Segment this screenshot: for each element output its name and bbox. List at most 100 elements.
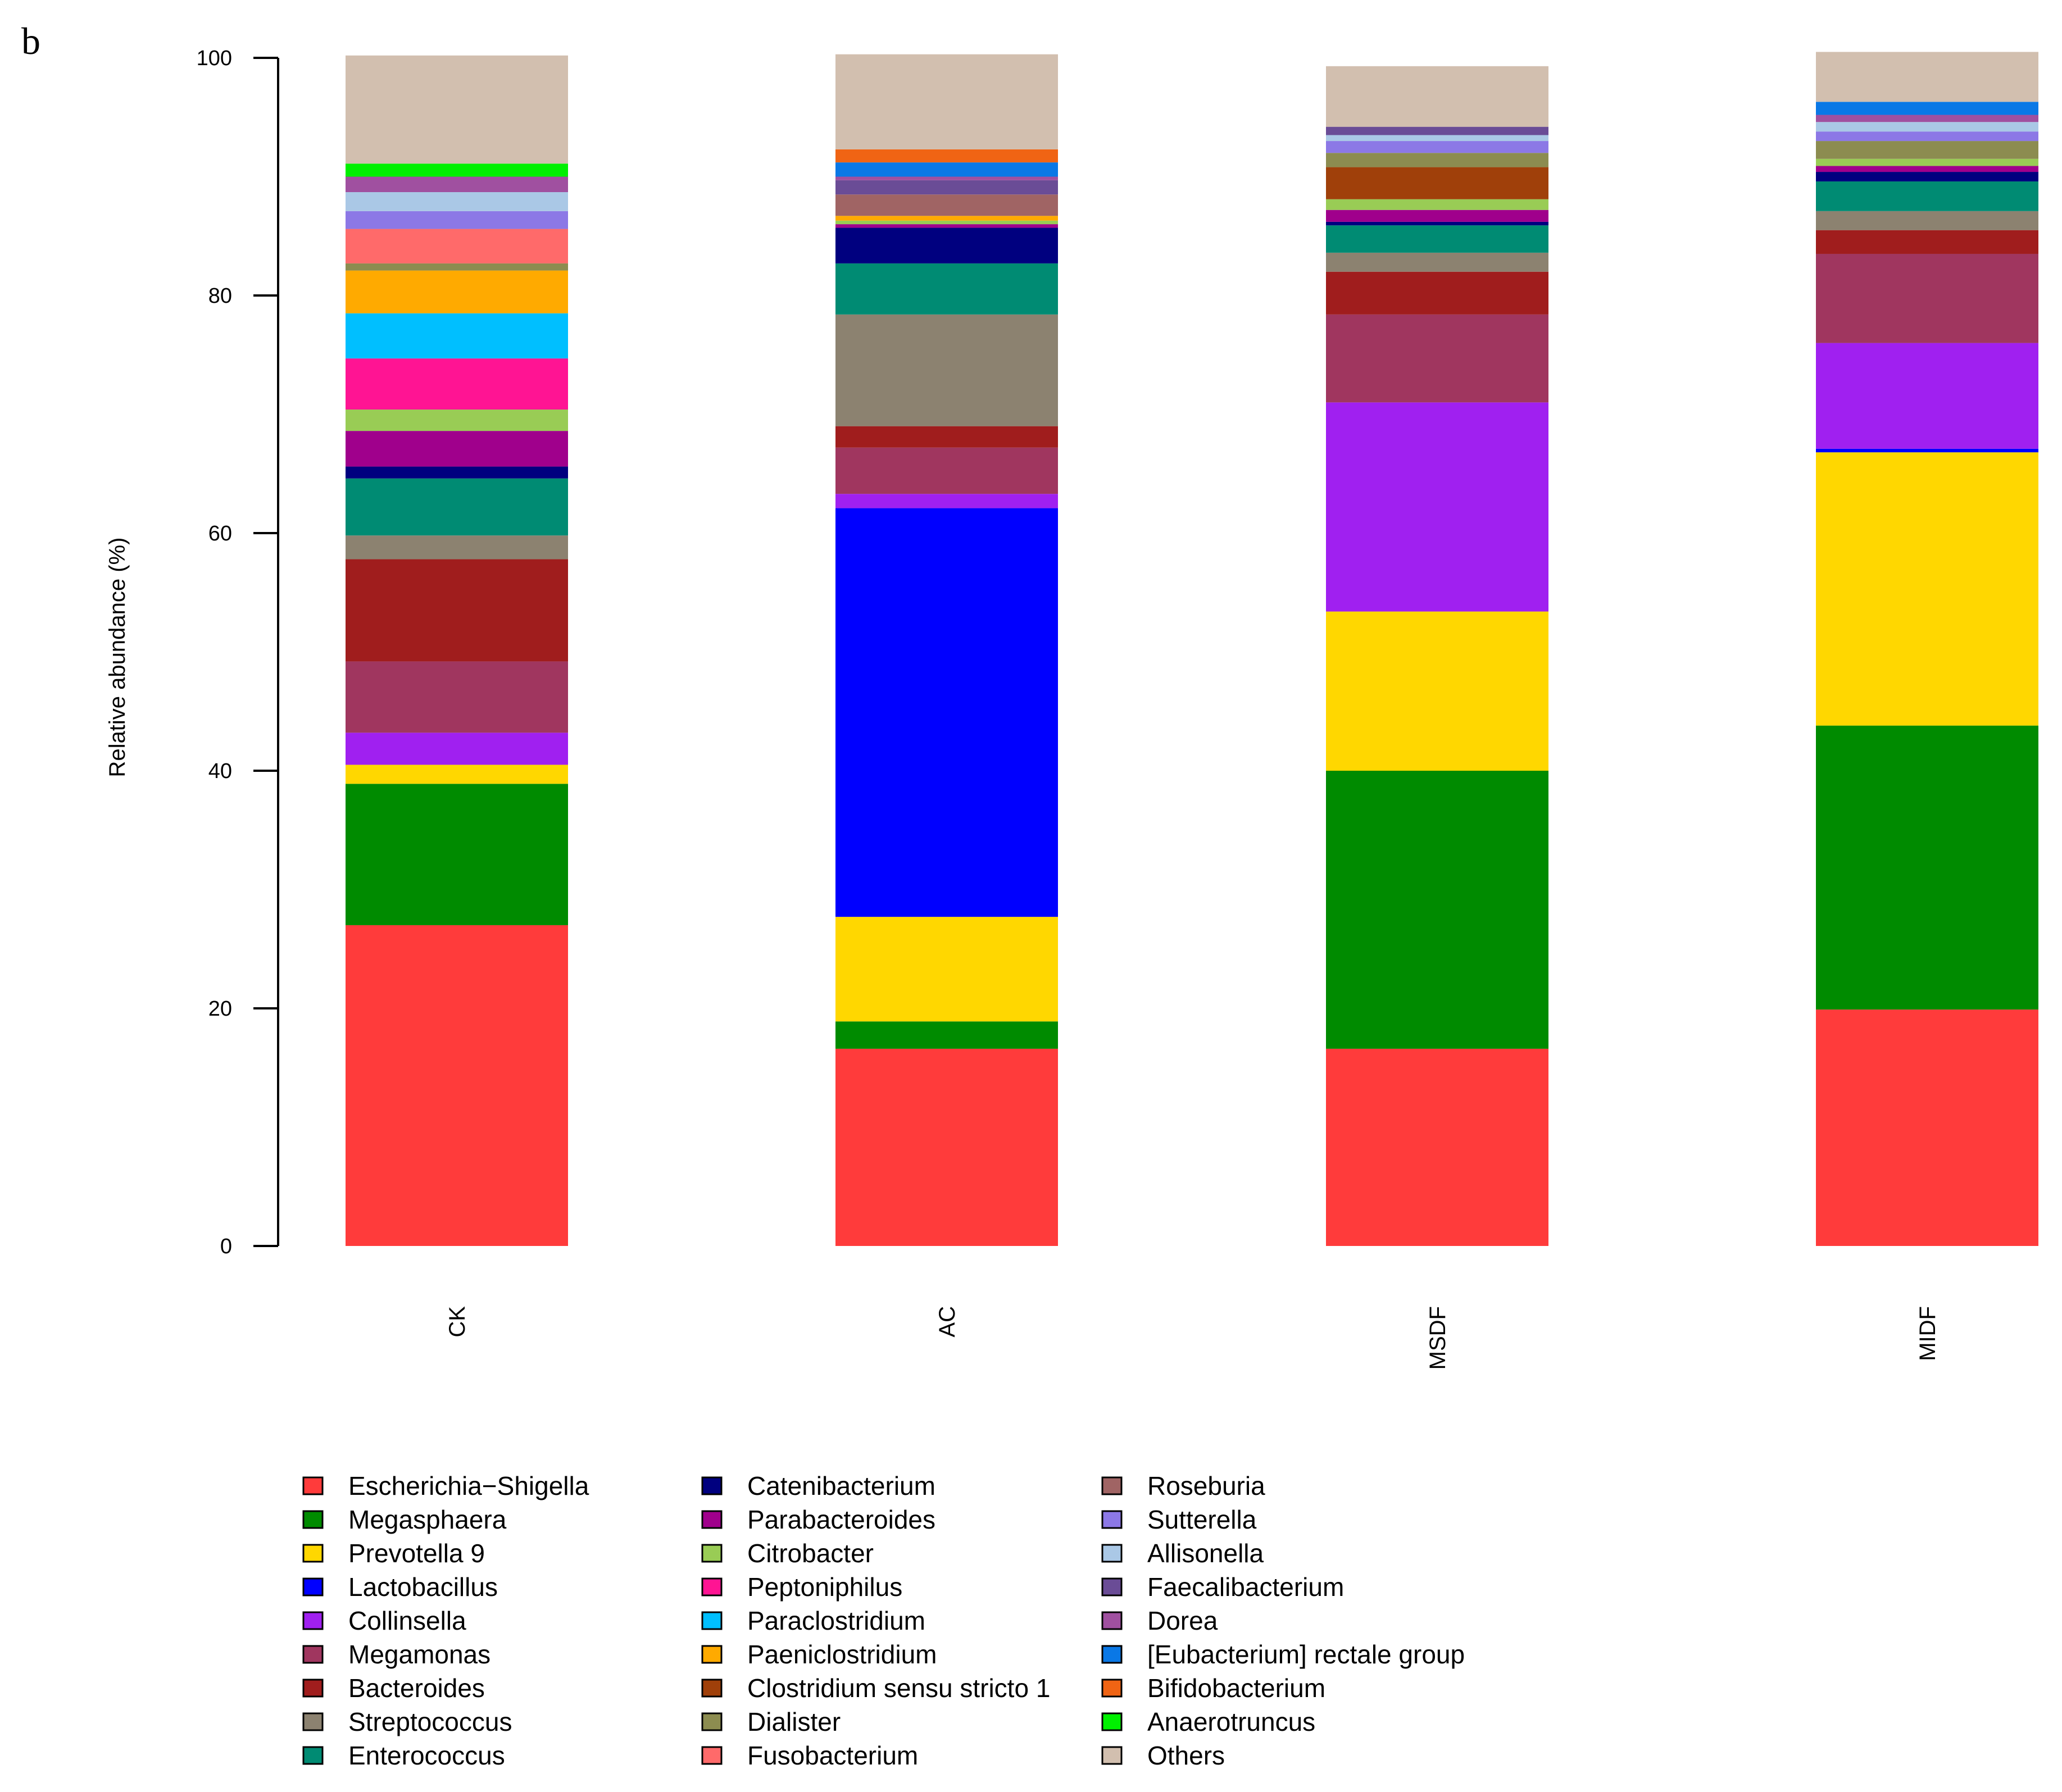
legend-label: Anaerotruncus [1147, 1707, 1315, 1736]
legend-label: Dialister [747, 1707, 841, 1736]
legend-label: Megasphaera [348, 1505, 507, 1534]
bar-segment-ac-others [835, 54, 1058, 149]
bar-segment-ac-enterococcus [835, 263, 1058, 315]
legend-item-paeniclostridium: Paeniclostridium [701, 1640, 937, 1669]
legend-label: Clostridium sensu stricto 1 [747, 1673, 1050, 1703]
legend-swatch [302, 1510, 324, 1529]
legend-swatch [701, 1645, 723, 1664]
y-axis-title: Relative abundance (%) [105, 538, 130, 777]
x-tick-label-msdf: MSDF [1425, 1306, 1450, 1370]
bar-segment-msdf-megasphaera [1326, 771, 1548, 1049]
bar-segment-msdf-prevotella-9 [1326, 611, 1548, 771]
legend-swatch [1101, 1712, 1123, 1731]
y-tick-label: 20 [208, 997, 232, 1021]
x-tick-label-ac: AC [935, 1306, 960, 1338]
bar-segment-msdf-enterococcus [1326, 225, 1548, 253]
bar-segment-ac-bifidobacterium [835, 149, 1058, 163]
legend-swatch [1101, 1510, 1123, 1529]
y-axis: 0 20 40 60 80 100 [197, 47, 279, 1258]
legend-item-dorea: Dorea [1101, 1606, 1218, 1635]
y-tick-label: 80 [208, 284, 232, 308]
bar-segment-ac-roseburia [835, 194, 1058, 216]
bar-segment-midf-eubacterium-rectale-group [1816, 102, 2038, 115]
legend-swatch [701, 1679, 723, 1698]
bar-segment-midf-dialister [1816, 141, 2038, 159]
legend-swatch [1101, 1746, 1123, 1765]
legend-item-parabacteroides: Parabacteroides [701, 1505, 935, 1534]
legend-item-peptoniphilus: Peptoniphilus [701, 1572, 902, 1602]
bar-segment-msdf-catenibacterium [1326, 221, 1548, 226]
legend-item-catenibacterium: Catenibacterium [701, 1471, 935, 1500]
legend-item-megasphaera: Megasphaera [302, 1505, 507, 1534]
bar-segment-ck-fusobacterium [346, 229, 568, 263]
bar-segment-ck-paraclostridium [346, 313, 568, 359]
y-tick-label: 100 [197, 47, 232, 70]
y-tick-label: 40 [208, 759, 232, 783]
bar-segment-ac-catenibacterium [835, 228, 1058, 263]
legend-swatch [302, 1746, 324, 1765]
bar-segment-ac-dorea [835, 176, 1058, 180]
legend-swatch [701, 1611, 723, 1630]
bar-segment-midf-catenibacterium [1816, 172, 2038, 181]
legend-label: Others [1147, 1741, 1225, 1770]
bar-segment-ck-allisonella [346, 192, 568, 211]
bar-segment-ck-sutterella [346, 211, 568, 229]
bar-segment-msdf-faecalibacterium [1326, 126, 1548, 135]
legend-swatch [701, 1476, 723, 1495]
legend-label: Enterococcus [348, 1741, 505, 1770]
legend-label: Peptoniphilus [747, 1572, 902, 1602]
legend-item-megamonas: Megamonas [302, 1640, 490, 1669]
x-tick-label-midf: MIDF [1915, 1306, 1940, 1361]
bar-segment-msdf-megamonas [1326, 314, 1548, 403]
bar-segment-msdf-clostridium-sensu-stricto-1 [1326, 167, 1548, 199]
bar-stack-msdf [1326, 66, 1548, 1246]
legend-item-citrobacter: Citrobacter [701, 1539, 874, 1568]
bar-segment-midf-megamonas [1816, 253, 2038, 343]
bar-segment-midf-sutterella [1816, 131, 2038, 142]
y-tick-label: 60 [208, 522, 232, 545]
bar-segment-msdf-citrobacter [1326, 199, 1548, 210]
legend-swatch [302, 1679, 324, 1698]
bar-segment-ac-bacteroides [835, 426, 1058, 448]
bar-segment-midf-bacteroides [1816, 230, 2038, 254]
bar-segment-ck-catenibacterium [346, 466, 568, 479]
bar-segment-ac-parabacteroides [835, 224, 1058, 228]
bar-segment-midf-megasphaera [1816, 725, 2038, 1010]
legend-label: Streptococcus [348, 1707, 512, 1736]
legend-label: Bifidobacterium [1147, 1673, 1325, 1703]
bar-segment-ck-dorea [346, 176, 568, 192]
bars [346, 52, 2038, 1246]
legend-swatch [302, 1645, 324, 1664]
legend-swatch [1101, 1645, 1123, 1664]
bar-segment-ac-megasphaera [835, 1021, 1058, 1049]
bar-segment-ck-collinsella [346, 733, 568, 765]
legend-item-clostridium-sensu-stricto-1: Clostridium sensu stricto 1 [701, 1673, 1050, 1703]
bar-stack-ac [835, 54, 1058, 1246]
legend-label: Citrobacter [747, 1539, 874, 1568]
legend-label: Escherichia−Shigella [348, 1471, 589, 1500]
bar-segment-ac-prevotella-9 [835, 917, 1058, 1022]
legend-swatch [302, 1577, 324, 1597]
legend-label: [Eubacterium] rectale group [1147, 1640, 1465, 1669]
bar-segment-midf-dorea [1816, 115, 2038, 122]
legend-item-others: Others [1101, 1741, 1225, 1770]
legend-swatch [302, 1712, 324, 1731]
legend-swatch [1101, 1679, 1123, 1698]
y-tick-label: 0 [220, 1235, 232, 1258]
legend-swatch [701, 1712, 723, 1731]
bar-segment-msdf-allisonella [1326, 135, 1548, 142]
legend-label: Fusobacterium [747, 1741, 918, 1770]
legend-swatch [701, 1510, 723, 1529]
bar-segment-msdf-sutterella [1326, 141, 1548, 153]
legend-item-eubacterium-rectale-group: [Eubacterium] rectale group [1101, 1640, 1465, 1669]
legend-label: Dorea [1147, 1606, 1218, 1635]
legend-swatch [1101, 1577, 1123, 1597]
bar-segment-msdf-others [1326, 66, 1548, 127]
legend-item-enterococcus: Enterococcus [302, 1741, 505, 1770]
bar-segment-msdf-escherichia-shigella [1326, 1048, 1548, 1246]
bar-segment-ck-citrobacter [346, 410, 568, 431]
bar-segment-midf-others [1816, 52, 2038, 102]
bar-segment-msdf-dialister [1326, 153, 1548, 167]
legend-label: Allisonella [1147, 1539, 1264, 1568]
panel-label: b [21, 20, 40, 62]
